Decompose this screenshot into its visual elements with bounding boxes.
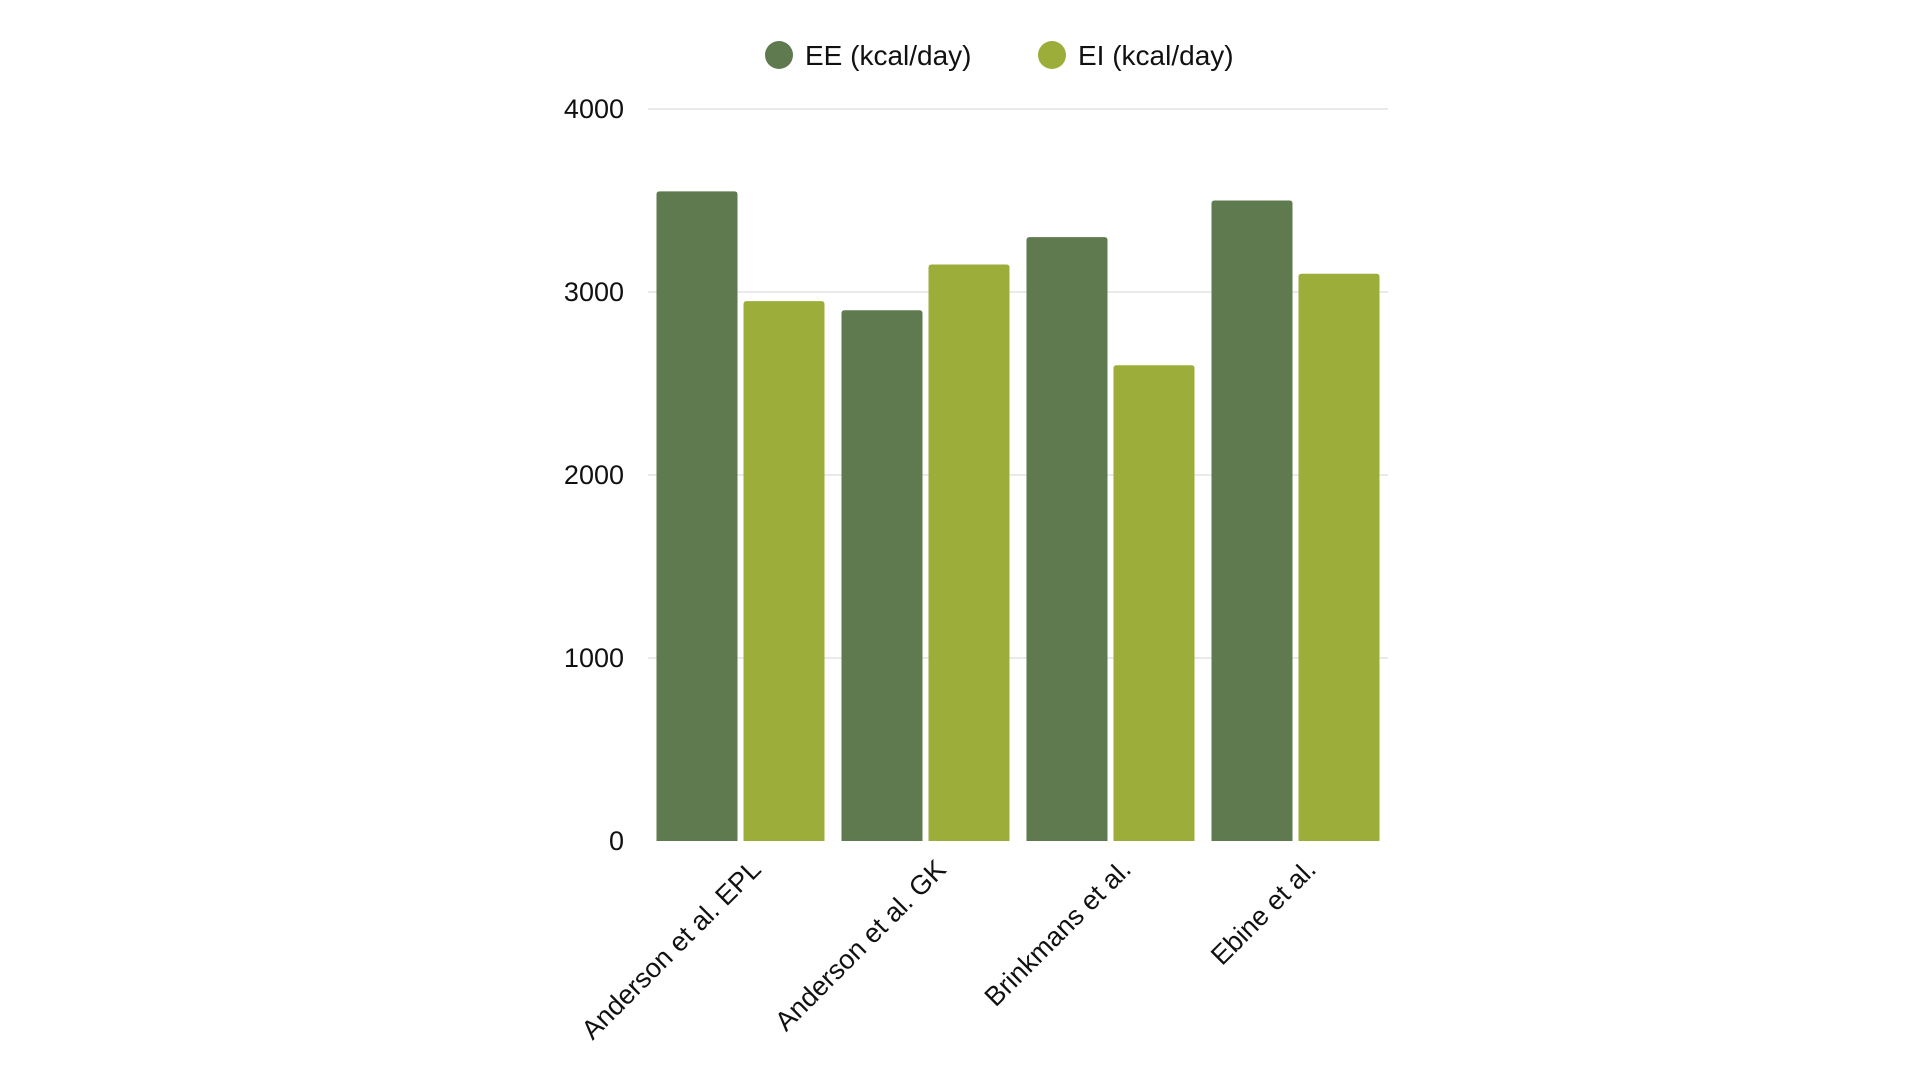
y-tick-label: 2000	[564, 460, 624, 490]
legend-label: EE (kcal/day)	[805, 40, 972, 71]
x-tick-label: Anderson et al. GK	[769, 854, 952, 1037]
bar-ee	[1211, 200, 1293, 841]
bar-ei	[928, 264, 1010, 841]
y-tick-label: 4000	[564, 94, 624, 124]
y-tick-label: 0	[609, 826, 624, 856]
bar-ei	[1113, 365, 1195, 841]
y-tick-label: 1000	[564, 643, 624, 673]
x-tick-label: Ebine et al.	[1205, 854, 1322, 971]
bar-ee	[1026, 237, 1108, 842]
chart-legend: EE (kcal/day) EI (kcal/day)	[765, 40, 1234, 71]
bar-ee	[656, 191, 738, 842]
x-tick-label: Anderson et al. EPL	[576, 854, 767, 1045]
legend-label: EI (kcal/day)	[1078, 40, 1234, 71]
bar-ei	[1298, 273, 1380, 841]
legend-swatch	[765, 41, 793, 69]
bar-ei	[743, 301, 825, 841]
x-axis: Anderson et al. EPL Anderson et al. GK Bri…	[576, 854, 1322, 1045]
chart-bars	[656, 191, 1380, 842]
bar-ee	[841, 310, 923, 841]
x-tick-label: Brinkmans et al.	[979, 854, 1137, 1012]
y-axis: 0 1000 2000 3000 4000	[564, 94, 624, 856]
y-tick-label: 3000	[564, 277, 624, 307]
legend-swatch	[1038, 41, 1066, 69]
